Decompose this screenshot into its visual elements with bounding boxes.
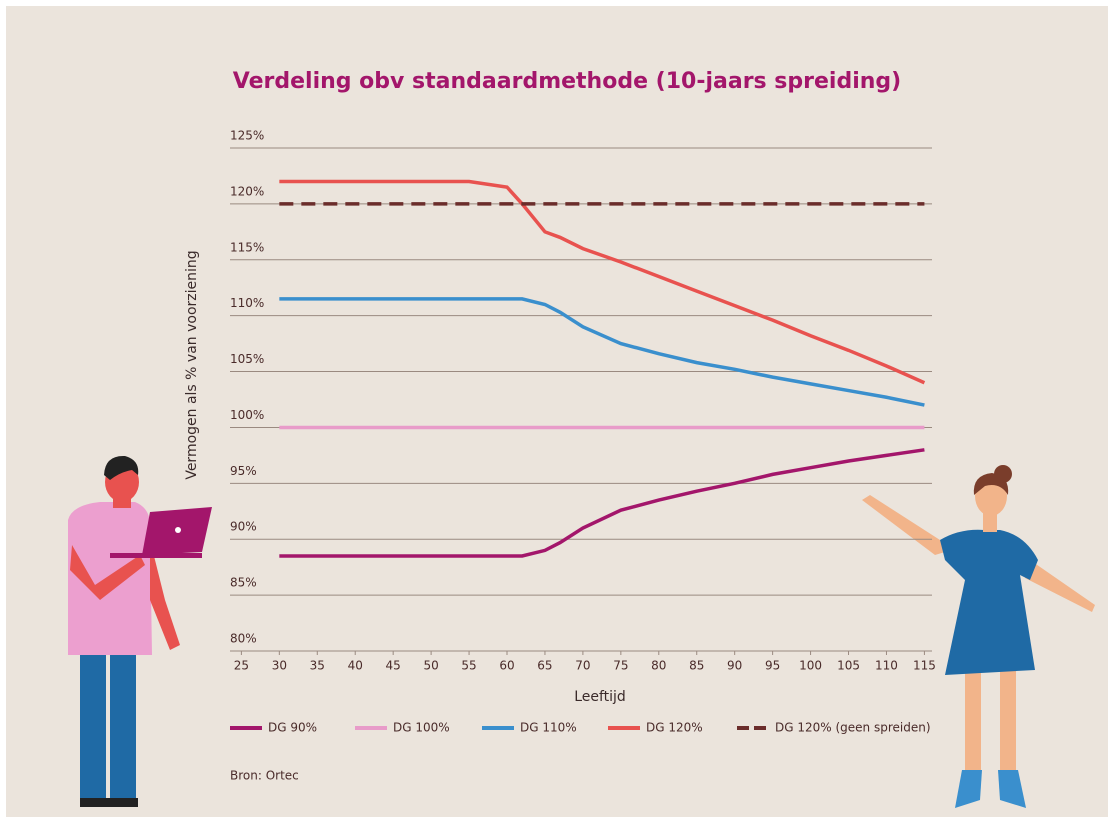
x-tick-label: 85 [689,659,704,673]
y-axis-label: Vermogen als % van voorziening [184,250,200,479]
x-tick-label: 105 [837,659,860,673]
x-tick-label: 60 [499,659,514,673]
y-tick-label: 80% [230,632,257,646]
page: {"chart_data": { "type": "line", "title"… [0,0,1114,823]
legend-label: DG 90% [268,721,317,735]
x-tick-label: 30 [272,659,287,673]
x-tick-label: 65 [537,659,552,673]
y-tick-label: 90% [230,520,257,534]
x-tick-label: 90 [727,659,742,673]
y-tick-label: 95% [230,464,257,478]
x-tick-label: 80 [651,659,666,673]
x-tick-label: 70 [575,659,590,673]
source: Bron: Ortec [230,769,299,783]
y-tick-label: 110% [230,296,264,310]
legend-label: DG 120% (geen spreiden) [775,721,931,735]
y-tick-label: 85% [230,576,257,590]
x-tick-label: 45 [386,659,401,673]
y-tick-label: 125% [230,129,264,143]
background [6,6,1108,817]
chart: Verdeling obv standaardmethode (10-jaars… [0,0,1114,823]
y-tick-label: 100% [230,408,264,422]
x-tick-label: 75 [613,659,628,673]
x-axis-label: Leeftijd [574,689,626,705]
x-tick-label: 40 [348,659,363,673]
legend-label: DG 120% [646,721,703,735]
x-tick-label: 25 [234,659,249,673]
x-tick-label: 115 [913,659,936,673]
legend-label: DG 100% [393,721,450,735]
x-tick-label: 100 [799,659,822,673]
chart-title: Verdeling obv standaardmethode (10-jaars… [233,69,901,94]
x-tick-label: 35 [310,659,325,673]
y-tick-label: 105% [230,352,264,366]
legend-label: DG 110% [520,721,577,735]
x-tick-label: 95 [765,659,780,673]
x-tick-label: 110 [875,659,898,673]
y-tick-label: 120% [230,184,264,198]
x-tick-label: 55 [461,659,476,673]
y-tick-label: 115% [230,240,264,254]
x-tick-label: 50 [423,659,438,673]
